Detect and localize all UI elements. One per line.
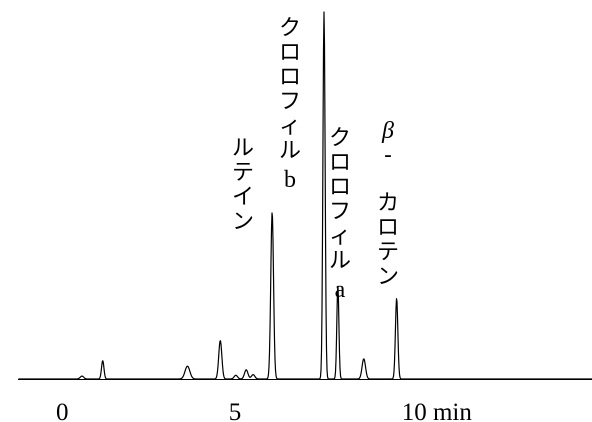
x-tick-label: 10 min — [402, 399, 473, 422]
svg-text:ィ: ィ — [329, 224, 351, 249]
chromatogram-trace — [18, 11, 592, 380]
svg-text:ィ: ィ — [279, 114, 301, 139]
svg-text:ク: ク — [329, 126, 351, 151]
x-axis-tick-labels: 0 5 10 min — [56, 399, 472, 422]
svg-text:フ: フ — [329, 200, 351, 225]
svg-text:ル: ル — [279, 139, 301, 164]
svg-text:a: a — [335, 277, 346, 303]
svg-text:ル: ル — [329, 249, 351, 274]
svg-text:テ: テ — [232, 161, 254, 186]
svg-text:ロ: ロ — [377, 216, 399, 241]
svg-text:‐: ‐ — [384, 143, 392, 168]
svg-text:ン: ン — [232, 210, 254, 235]
svg-text:フ: フ — [279, 90, 301, 115]
svg-text:テ: テ — [377, 240, 399, 265]
svg-text:イ: イ — [232, 185, 254, 210]
x-tick-label: 5 — [229, 399, 242, 422]
x-tick-label: 0 — [56, 399, 69, 422]
svg-text:β: β — [381, 118, 394, 144]
svg-text:ク: ク — [279, 16, 301, 41]
svg-text:ル: ル — [232, 136, 254, 161]
svg-text:b: b — [284, 167, 296, 193]
svg-text:ロ: ロ — [279, 41, 301, 66]
svg-text:ロ: ロ — [329, 175, 351, 200]
svg-text:ン: ン — [377, 265, 399, 290]
svg-text:ロ: ロ — [329, 151, 351, 176]
svg-text:カ: カ — [377, 191, 399, 216]
svg-text:ロ: ロ — [279, 65, 301, 90]
